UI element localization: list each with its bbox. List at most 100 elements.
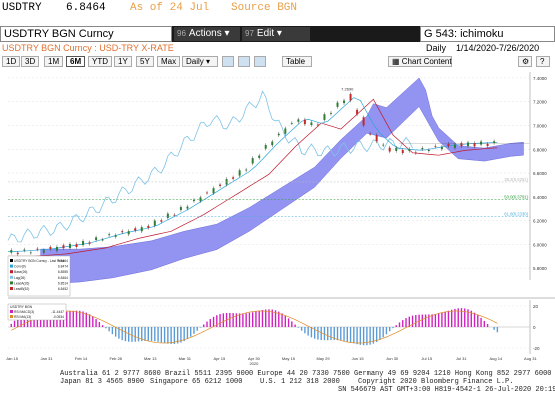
price-candle (166, 213, 169, 218)
range-button-max[interactable]: Max (157, 56, 181, 67)
x-axis-tick-label: Jul 31 (456, 356, 467, 361)
price-candle (369, 133, 372, 135)
period-select[interactable]: Daily ▾ (182, 56, 218, 67)
settings-gear-icon[interactable]: ⚙ (518, 56, 532, 67)
price-candle (127, 231, 130, 235)
y-axis-tick-label: 6.4000 (533, 195, 547, 200)
footer-phones-japan: Japan 81 3 4565 8900 (60, 378, 145, 386)
legend-label: Conv(9) (14, 265, 26, 269)
lower-legend-label: RSI MACD(3) (14, 310, 34, 314)
x-axis-tick-label: May 15 (282, 356, 296, 361)
price-candle (473, 143, 476, 147)
price-candle (414, 152, 417, 154)
x-axis-tick-label: May 29 (316, 356, 330, 361)
footer-phones-singapore: Singapore 65 6212 1000 (150, 378, 243, 386)
price-candle (343, 100, 346, 104)
price-candle (199, 197, 202, 202)
price-candle (140, 227, 143, 232)
fib-label: 38.2(6.5251) (504, 177, 528, 182)
price-candle (362, 117, 365, 126)
help-icon[interactable]: ? (536, 56, 550, 67)
y-axis-tick-label: 5.8000 (533, 266, 547, 271)
price-candle (173, 214, 176, 216)
legend-value: 6.8464 (58, 276, 68, 280)
legend-value: 6.8555 (58, 270, 68, 274)
price-candle (401, 149, 404, 154)
lower-y-tick-label: -20 (533, 346, 540, 351)
price-candle (68, 243, 71, 249)
price-candle (395, 147, 398, 151)
range-button-ytd[interactable]: YTD (88, 56, 112, 67)
price-candle (95, 237, 98, 241)
legend-swatch (10, 281, 13, 285)
chart-subheader: USDTRY BGN Curncy : USD-TRY X-RATE Daily… (0, 43, 555, 55)
lower-y-tick-label: 20 (533, 304, 539, 309)
price-candle (284, 128, 287, 134)
lower-legend-value: -11.4447 (51, 310, 64, 314)
legend-value: 6.8474 (58, 265, 68, 269)
price-candle (108, 234, 111, 236)
x-axis-tick-label: Aug 14 (489, 356, 502, 361)
ticker: USDTRY (2, 2, 42, 14)
legend-swatch (10, 275, 13, 279)
price-candle (258, 155, 261, 158)
chart-content-button[interactable]: ▦ Chart Content (388, 56, 452, 67)
price-candle (23, 249, 26, 251)
price-candle (192, 199, 195, 202)
lower-legend-value: -0.0534 (53, 315, 64, 319)
as-of-date: As of 24 Jul (130, 2, 210, 14)
x-axis-tick-label: Mar 13 (144, 356, 157, 361)
price-candle (232, 177, 235, 179)
table-button[interactable]: Table (282, 56, 312, 67)
footer-session-info: SN 546679 AST GMT+3:00 H819-4542-1 26-Ju… (338, 386, 555, 394)
draw-tool-icon[interactable] (222, 56, 234, 67)
price-candle (251, 158, 254, 164)
x-axis-tick-label: Jan 15 (6, 356, 19, 361)
lagging-span-line (7, 90, 413, 243)
range-button-3d[interactable]: 3D (21, 56, 40, 67)
legend-label: USDTRY BGN Curncy - Last Price (14, 259, 65, 263)
range-button-5y[interactable]: 5Y (136, 56, 154, 67)
range-button-1y[interactable]: 1Y (114, 56, 132, 67)
x-axis-tick-label: Mar 31 (179, 356, 192, 361)
x-axis-tick-label: Feb 28 (109, 356, 122, 361)
footer-phones-us: U.S. 1 212 318 2000 (260, 378, 340, 386)
legend-value: 6.8464 (58, 259, 68, 263)
price-candle (408, 149, 411, 151)
price-candle (349, 93, 352, 101)
line-tool-icon[interactable] (238, 56, 250, 67)
lower-legend-swatch (10, 310, 13, 313)
frequency-label: Daily (426, 43, 447, 53)
legend-label: LeadA(26) (14, 281, 29, 285)
price-candle (245, 169, 248, 171)
price-candle (297, 119, 300, 122)
price-candle (75, 244, 78, 248)
range-button-1m[interactable]: 1M (44, 56, 64, 67)
price-candle (55, 246, 58, 251)
edit-menu-button[interactable]: 97 Edit ▾ (242, 27, 310, 41)
range-button-1d[interactable]: 1D (2, 56, 21, 67)
price-candle (310, 122, 313, 125)
annotate-tool-icon[interactable] (254, 56, 266, 67)
y-axis-tick-label: 6.6000 (533, 171, 547, 176)
price-candle (486, 143, 489, 147)
ichimoku-cloud (40, 77, 524, 285)
price-candle (427, 150, 430, 152)
security-field[interactable]: USDTRY BGN Curncy (0, 26, 172, 42)
actions-menu-button[interactable]: 96 Actions ▾ (174, 27, 240, 41)
x-axis-tick-label: Apr 30 (248, 356, 261, 361)
price-candle (186, 206, 189, 209)
x-axis-tick-label: 2020 (249, 361, 259, 366)
lower-legend-label: RSI MA(13) (14, 315, 31, 319)
fib-label: 50.0(6.3791) (504, 194, 528, 199)
price-candle (480, 141, 483, 145)
edit-menu-label: Edit ▾ (256, 28, 282, 39)
chart-name-field[interactable]: G 543: ichimoku (420, 26, 555, 42)
ichimoku-chart: 7.2690 38.2(6.5251) 50.0(6.3791) 61.8(6.23… (0, 68, 555, 370)
chart-content-label: Chart Content (401, 57, 452, 66)
legend-value: 6.8514 (58, 281, 68, 285)
legend-swatch (10, 259, 13, 262)
y-axis-tick-label: 6.0000 (533, 242, 547, 247)
range-button-6m[interactable]: 6M (66, 56, 86, 67)
